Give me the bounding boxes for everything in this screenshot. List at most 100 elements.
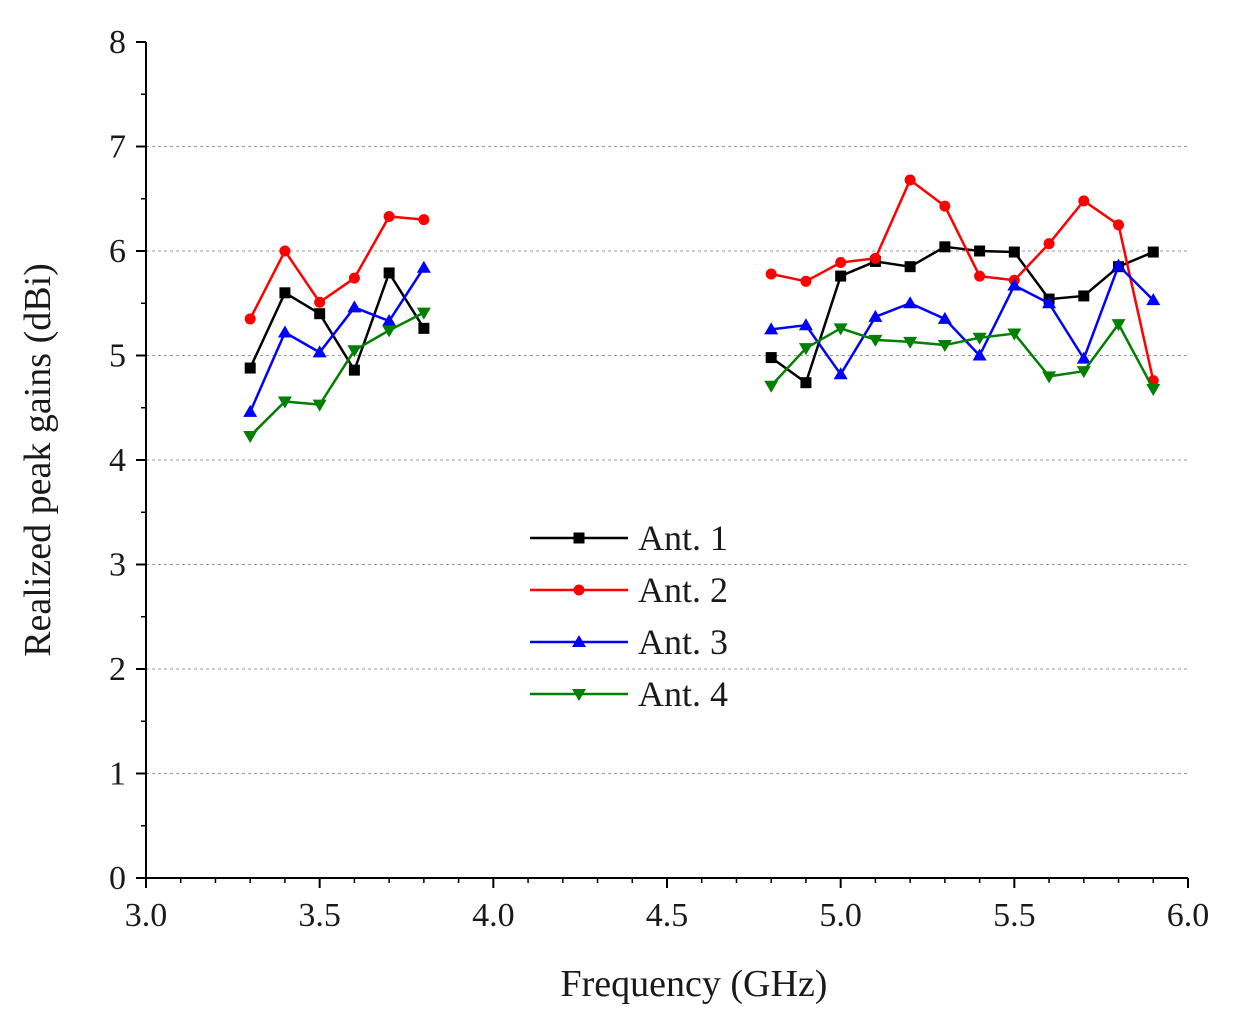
series-line [249,215,424,320]
legend-label: Ant. 3 [638,622,728,662]
data-point [974,270,986,282]
data-point [868,309,883,322]
data-point [1078,195,1090,207]
legend-marker [572,635,586,647]
data-point [835,270,847,282]
data-point [1008,246,1020,258]
data-point [244,313,256,325]
series-line [249,271,425,372]
axes-layer: 0 1 2 3 4 5 6 7 8 3.0 3.5 4.0 4.5 5.0 5.5 6.0 [109,24,1209,934]
data-point [416,307,431,320]
data-point [383,267,395,279]
data-point [798,343,813,356]
x-tick-label: 3.5 [298,897,341,934]
x-tick-label: 5.5 [993,897,1036,934]
data-point [312,345,327,358]
data-point [800,275,812,287]
data-point [277,396,292,409]
y-tick-label: 7 [109,129,126,166]
data-point [1007,328,1022,341]
data-point [418,214,430,226]
data-point [868,334,883,347]
data-point [1078,290,1090,302]
y-tick-label: 3 [109,547,126,584]
data-point [382,314,397,327]
data-point [314,308,326,320]
data-point [1007,278,1022,291]
series-line [770,245,1154,384]
x-tick-label: 5.0 [819,897,862,934]
y-tick-label: 8 [109,24,126,61]
data-point [835,256,847,268]
legend-item: Ant. 4 [530,674,728,714]
legend-label: Ant. 1 [638,518,728,558]
data-point [348,364,360,376]
data-point [383,211,395,223]
data-point [1111,319,1126,332]
data-point [764,322,779,335]
data-point [833,323,848,336]
data-point [347,345,362,358]
x-tick-label: 4.5 [646,897,689,934]
series-ant-2 [244,174,1159,387]
data-point [1146,383,1161,396]
data-point [1076,366,1091,379]
y-tick-label: 1 [109,756,126,793]
series-ant-1 [244,241,1159,389]
y-axis-title: Realized peak gains (dBi) [17,263,59,657]
data-point [765,352,777,364]
data-point [1042,371,1057,384]
data-point [1146,293,1161,306]
legend-marker [573,532,585,544]
data-point [904,261,916,273]
legend-item: Ant. 1 [530,518,728,558]
data-point [1043,238,1055,250]
data-point [903,336,918,349]
data-point [347,300,362,313]
x-tick-label: 3.0 [125,897,168,934]
y-tick-label: 5 [109,338,126,375]
data-point [937,311,952,324]
series-line [771,264,1155,376]
series-line [249,267,425,413]
data-point [243,430,258,443]
data-point [765,268,777,280]
data-point [418,322,430,334]
x-tick-label: 4.0 [472,897,515,934]
data-point [939,200,951,212]
legend-item: Ant. 2 [530,570,728,610]
data-point [798,318,813,331]
data-point [243,404,258,417]
data-point [869,252,881,264]
data-point [1113,219,1125,231]
data-point [939,241,951,253]
y-tick-label: 2 [109,651,126,688]
data-point [279,245,291,257]
legend: Ant. 1 Ant. 2 Ant. 3 Ant. 4 [530,518,728,714]
data-point [972,348,987,361]
data-point [833,367,848,380]
legend-item: Ant. 3 [530,622,728,662]
data-point [1042,296,1057,309]
series-ant-3 [243,258,1161,417]
series-line [770,322,1155,390]
data-point [312,399,327,412]
x-tick-label: 6.0 [1167,897,1210,934]
data-point [937,340,952,353]
data-point [972,332,987,345]
y-tick-label: 4 [109,442,126,479]
legend-marker [573,584,585,596]
series-layer [243,174,1161,443]
data-point [800,377,812,389]
data-point [416,260,431,273]
legend-marker [572,689,586,701]
data-point [244,362,256,374]
y-tick-label: 6 [109,233,126,270]
series-line [770,178,1155,381]
data-point [314,296,326,308]
x-axis-title: Frequency (GHz) [561,963,828,1005]
data-point [348,272,360,284]
data-point [764,380,779,393]
data-point [279,287,291,299]
